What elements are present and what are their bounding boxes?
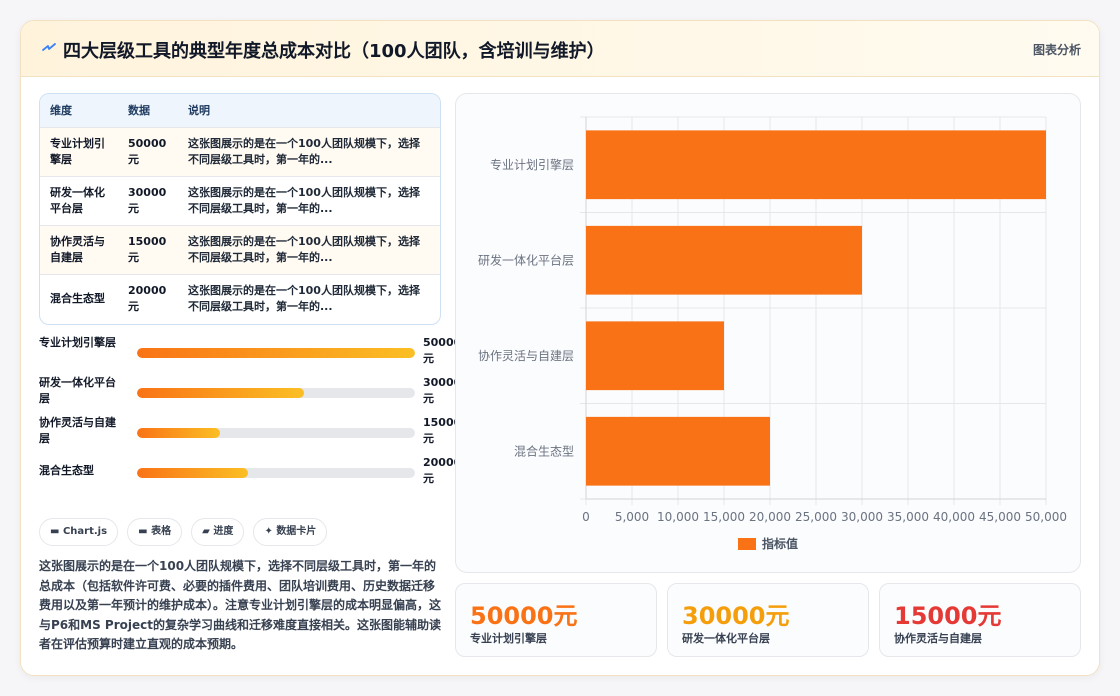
bar bbox=[586, 225, 862, 295]
stat-label: 研发一体化平台层 bbox=[682, 632, 770, 645]
progress-value: 15000元 bbox=[423, 416, 462, 445]
table-header-row: 维度 数据 说明 bbox=[40, 94, 440, 127]
cell-value: 15000元 bbox=[118, 224, 178, 274]
x-tick-label: 30,000 bbox=[841, 510, 883, 524]
y-tick-label: 协作灵活与自建层 bbox=[478, 348, 574, 363]
progress-label: 专业计划引擎层 bbox=[39, 336, 116, 349]
y-tick-label: 混合生态型 bbox=[514, 443, 574, 458]
bar bbox=[586, 416, 770, 486]
x-tick-label: 0 bbox=[582, 510, 590, 524]
chart-analysis-tag[interactable]: 图表分析 bbox=[1032, 43, 1081, 57]
x-tick-label: 45,000 bbox=[979, 510, 1021, 524]
column-header-data: 数据 bbox=[118, 94, 178, 127]
summary-text: 这张图展示的是在一个100人团队规模下，选择不同层级工具时，第一年的总成本（包括… bbox=[39, 559, 442, 651]
chip-table[interactable]: ▬ 表格 bbox=[127, 518, 183, 546]
stat-value: 15000元 bbox=[894, 602, 1002, 630]
header: 四大层级工具的典型年度总成本对比（100人团队，含培训与维护） 图表分析 bbox=[21, 21, 1099, 77]
progress-fill bbox=[137, 428, 221, 438]
x-tick-label: 10,000 bbox=[657, 510, 699, 524]
column-header-description: 说明 bbox=[178, 94, 440, 127]
stat-card: 50000元 专业计划引擎层 bbox=[455, 583, 657, 657]
progress-label: 协作灵活与自建层 bbox=[39, 416, 116, 445]
chip-label: 表格 bbox=[151, 526, 172, 537]
progress-row: 协作灵活与自建层 15000元 bbox=[39, 415, 461, 451]
table-row: 混合生态型 20000元 这张图展示的是在一个100人团队规模下，选择不同层级工… bbox=[40, 273, 440, 323]
report-card: 四大层级工具的典型年度总成本对比（100人团队，含培训与维护） 图表分析 维度 … bbox=[20, 20, 1100, 676]
bar-chart: 0 5,000 10,000 15,000 20,000 25,000 30,000 35,0… bbox=[455, 93, 1081, 573]
y-tick-label: 专业计划引擎层 bbox=[490, 157, 574, 172]
tech-chips: ▬ Chart.js ▬ 表格 ▰ 进度 ✦ 数据卡片 bbox=[39, 518, 331, 546]
chip-progress[interactable]: ▰ 进度 bbox=[191, 518, 245, 546]
progress-value: 30000元 bbox=[423, 376, 462, 405]
page-title: 四大层级工具的典型年度总成本对比（100人团队，含培训与维护） bbox=[63, 41, 605, 62]
chip-label: 进度 bbox=[213, 526, 234, 537]
progress-track bbox=[137, 468, 415, 478]
table-row: 研发一体化平台层 30000元 这张图展示的是在一个100人团队规模下，选择不同… bbox=[40, 175, 440, 225]
cell-description: 这张图展示的是在一个100人团队规模下，选择不同层级工具时，第一年的... bbox=[178, 126, 440, 176]
table-row: 协作灵活与自建层 15000元 这张图展示的是在一个100人团队规模下，选择不同… bbox=[40, 224, 440, 274]
x-tick-label: 25,000 bbox=[795, 510, 837, 524]
stat-card: 15000元 协作灵活与自建层 bbox=[879, 583, 1081, 657]
cell-dimension: 协作灵活与自建层 bbox=[40, 224, 118, 274]
y-tick-label: 研发一体化平台层 bbox=[478, 252, 574, 267]
stat-label: 专业计划引擎层 bbox=[470, 632, 547, 645]
stat-value: 30000元 bbox=[682, 602, 790, 630]
lightning-icon bbox=[42, 43, 56, 51]
progress-fill bbox=[137, 468, 249, 478]
x-tick-label: 5,000 bbox=[615, 510, 649, 524]
x-tick-label: 15,000 bbox=[703, 510, 745, 524]
table-row: 专业计划引擎层 50000元 这张图展示的是在一个100人团队规模下，选择不同层… bbox=[40, 126, 440, 176]
cell-value: 50000元 bbox=[118, 126, 178, 176]
chip-data-card[interactable]: ✦ 数据卡片 bbox=[253, 518, 328, 546]
data-table: 维度 数据 说明 专业计划引擎层 50000元 这张图展示的是在一个100人团队… bbox=[39, 93, 441, 325]
cell-description: 这张图展示的是在一个100人团队规模下，选择不同层级工具时，第一年的... bbox=[178, 224, 440, 274]
cell-value: 30000元 bbox=[118, 175, 178, 225]
progress-row: 专业计划引擎层 50000元 bbox=[39, 335, 461, 371]
progress-fill bbox=[137, 348, 415, 358]
cell-description: 这张图展示的是在一个100人团队规模下，选择不同层级工具时，第一年的... bbox=[178, 175, 440, 225]
cell-description: 这张图展示的是在一个100人团队规模下，选择不同层级工具时，第一年的... bbox=[178, 273, 440, 323]
chip-chartjs[interactable]: ▬ Chart.js bbox=[39, 518, 119, 546]
chart-canvas: 0 5,000 10,000 15,000 20,000 25,000 30,000 35,0… bbox=[478, 116, 1067, 551]
progress-track bbox=[137, 388, 415, 398]
progress-label: 混合生态型 bbox=[39, 464, 94, 477]
legend-swatch bbox=[738, 538, 756, 550]
cell-dimension: 专业计划引擎层 bbox=[40, 126, 118, 176]
progress-track bbox=[137, 428, 415, 438]
bar bbox=[586, 321, 724, 391]
bar bbox=[586, 130, 1046, 200]
progress-value: 50000元 bbox=[423, 336, 462, 365]
progress-value: 20000元 bbox=[423, 456, 462, 485]
x-tick-label: 20,000 bbox=[749, 510, 791, 524]
stat-label: 协作灵活与自建层 bbox=[894, 632, 982, 645]
x-tick-label: 50,000 bbox=[1025, 510, 1067, 524]
x-tick-label: 40,000 bbox=[933, 510, 975, 524]
column-header-dimension: 维度 bbox=[40, 94, 118, 127]
progress-row: 混合生态型 20000元 bbox=[39, 455, 461, 491]
chip-label: Chart.js bbox=[62, 526, 108, 537]
progress-label: 研发一体化平台层 bbox=[39, 376, 116, 405]
chip-label: 数据卡片 bbox=[276, 526, 317, 537]
cell-dimension: 研发一体化平台层 bbox=[40, 175, 118, 225]
cell-dimension: 混合生态型 bbox=[40, 273, 118, 323]
cell-value: 20000元 bbox=[118, 273, 178, 323]
x-tick-label: 35,000 bbox=[887, 510, 929, 524]
stat-card: 30000元 研发一体化平台层 bbox=[667, 583, 869, 657]
progress-row: 研发一体化平台层 30000元 bbox=[39, 375, 461, 411]
progress-track bbox=[137, 348, 415, 358]
stat-value: 50000元 bbox=[470, 602, 578, 630]
legend-label: 指标值 bbox=[762, 536, 798, 551]
progress-fill bbox=[137, 388, 304, 398]
